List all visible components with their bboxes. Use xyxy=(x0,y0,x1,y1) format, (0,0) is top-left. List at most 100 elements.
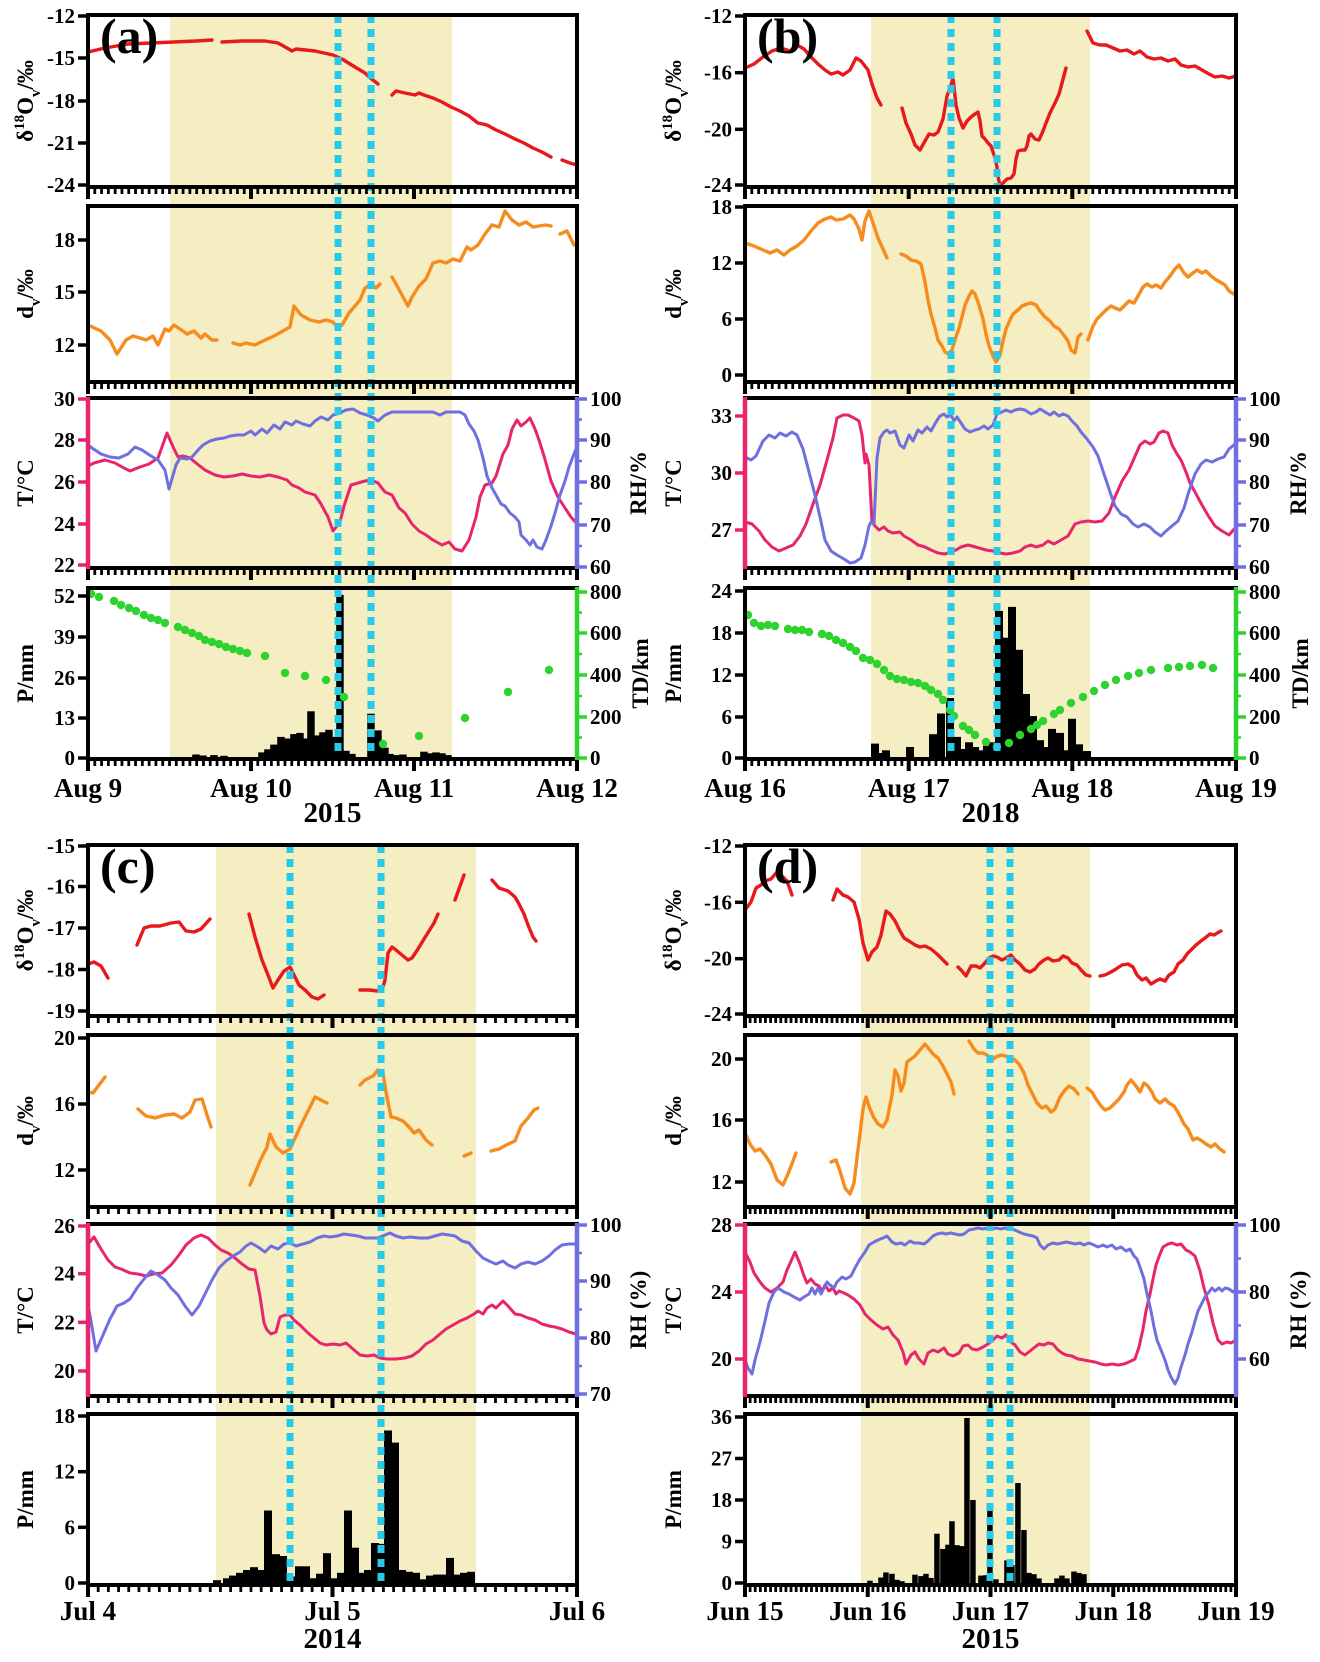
svg-text:26: 26 xyxy=(54,470,75,494)
svg-text:18: 18 xyxy=(54,1404,75,1428)
svg-text:Aug 11: Aug 11 xyxy=(374,773,454,803)
svg-text:Jun 17: Jun 17 xyxy=(952,1596,1029,1626)
svg-text:100: 100 xyxy=(590,1213,622,1237)
svg-text:2015: 2015 xyxy=(304,797,362,829)
svg-text:-16: -16 xyxy=(704,890,732,914)
svg-text:Aug 16: Aug 16 xyxy=(704,773,786,803)
svg-text:30: 30 xyxy=(54,387,75,411)
svg-text:(c): (c) xyxy=(100,838,156,894)
svg-text:-24: -24 xyxy=(47,173,75,197)
svg-text:RH (%): RH (%) xyxy=(1286,1271,1311,1350)
svg-text:Aug 9: Aug 9 xyxy=(54,773,122,803)
svg-text:TD/km: TD/km xyxy=(628,638,653,708)
svg-text:600: 600 xyxy=(1249,621,1281,645)
svg-text:20: 20 xyxy=(54,1359,75,1383)
svg-text:18: 18 xyxy=(711,195,732,219)
svg-text:TD/km: TD/km xyxy=(1288,638,1313,708)
svg-text:20: 20 xyxy=(54,1026,75,1050)
svg-text:24: 24 xyxy=(54,1262,76,1286)
svg-text:26: 26 xyxy=(54,1214,75,1238)
svg-text:13: 13 xyxy=(54,706,75,730)
svg-text:20: 20 xyxy=(711,1347,732,1371)
svg-text:-18: -18 xyxy=(47,958,75,982)
svg-text:28: 28 xyxy=(711,1213,732,1237)
svg-text:18: 18 xyxy=(711,1488,732,1512)
svg-text:60: 60 xyxy=(1249,1347,1270,1371)
svg-text:24: 24 xyxy=(711,579,733,603)
svg-text:33: 33 xyxy=(711,404,732,428)
svg-text:0: 0 xyxy=(1249,746,1260,770)
svg-text:600: 600 xyxy=(590,621,622,645)
svg-text:0: 0 xyxy=(722,363,733,387)
svg-text:2015: 2015 xyxy=(962,1623,1020,1655)
svg-text:P/mm: P/mm xyxy=(13,644,38,703)
svg-text:60: 60 xyxy=(590,555,611,579)
svg-text:100: 100 xyxy=(1249,387,1281,411)
svg-text:6: 6 xyxy=(722,705,733,729)
svg-text:12: 12 xyxy=(54,1158,75,1182)
svg-text:-20: -20 xyxy=(704,947,732,971)
svg-text:(b): (b) xyxy=(757,8,818,64)
svg-text:90: 90 xyxy=(1249,428,1270,452)
svg-text:26: 26 xyxy=(54,666,75,690)
svg-text:-16: -16 xyxy=(47,875,75,899)
svg-text:12: 12 xyxy=(711,1170,732,1194)
svg-text:-12: -12 xyxy=(704,834,732,858)
svg-text:0: 0 xyxy=(722,1571,733,1595)
svg-text:Jul 5: Jul 5 xyxy=(304,1596,360,1626)
svg-text:-24: -24 xyxy=(704,1002,732,1026)
svg-text:-18: -18 xyxy=(47,89,75,113)
svg-text:6: 6 xyxy=(722,307,733,331)
svg-text:100: 100 xyxy=(590,387,622,411)
svg-text:Jun 18: Jun 18 xyxy=(1075,1596,1152,1626)
svg-text:800: 800 xyxy=(590,580,622,604)
svg-text:(d): (d) xyxy=(757,838,818,894)
svg-text:RH/%: RH/% xyxy=(626,451,651,515)
svg-text:27: 27 xyxy=(711,1447,732,1471)
svg-text:22: 22 xyxy=(54,1310,75,1334)
svg-text:18: 18 xyxy=(54,228,75,252)
svg-text:400: 400 xyxy=(1249,663,1281,687)
svg-text:30: 30 xyxy=(711,461,732,485)
svg-text:12: 12 xyxy=(711,251,732,275)
svg-text:80: 80 xyxy=(1249,470,1270,494)
svg-text:39: 39 xyxy=(54,625,75,649)
svg-text:T/°C: T/°C xyxy=(13,459,38,507)
svg-text:28: 28 xyxy=(54,428,75,452)
svg-text:22: 22 xyxy=(54,553,75,577)
svg-text:δ18Ov/‰: δ18Ov/‰ xyxy=(12,60,44,142)
svg-text:Aug 12: Aug 12 xyxy=(536,773,618,803)
svg-text:52: 52 xyxy=(54,584,75,608)
svg-text:-15: -15 xyxy=(47,834,75,858)
svg-text:24: 24 xyxy=(54,512,76,536)
svg-text:P/mm: P/mm xyxy=(13,1470,38,1529)
svg-text:6: 6 xyxy=(65,1515,76,1539)
svg-text:-12: -12 xyxy=(704,4,732,28)
svg-text:18: 18 xyxy=(711,621,732,645)
svg-text:16: 16 xyxy=(711,1108,732,1132)
svg-text:Aug 17: Aug 17 xyxy=(868,773,950,803)
svg-text:12: 12 xyxy=(54,333,75,357)
svg-text:200: 200 xyxy=(1249,705,1281,729)
svg-text:Jul 6: Jul 6 xyxy=(549,1596,605,1626)
svg-text:RH/%: RH/% xyxy=(1286,451,1311,515)
svg-text:2014: 2014 xyxy=(304,1623,362,1655)
svg-text:P/mm: P/mm xyxy=(661,644,686,703)
svg-text:20: 20 xyxy=(711,1047,732,1071)
svg-text:(a): (a) xyxy=(100,8,158,64)
svg-text:Jun 19: Jun 19 xyxy=(1197,1596,1274,1626)
svg-text:2018: 2018 xyxy=(962,797,1020,829)
svg-text:15: 15 xyxy=(54,280,75,304)
svg-text:Jun 16: Jun 16 xyxy=(829,1596,906,1626)
svg-text:70: 70 xyxy=(1249,513,1270,537)
svg-text:0: 0 xyxy=(65,1571,76,1595)
svg-text:16: 16 xyxy=(54,1092,75,1116)
svg-text:70: 70 xyxy=(590,1382,611,1406)
svg-text:9: 9 xyxy=(722,1530,733,1554)
svg-text:24: 24 xyxy=(711,1280,733,1304)
svg-text:-16: -16 xyxy=(704,61,732,85)
svg-text:90: 90 xyxy=(590,428,611,452)
svg-text:-21: -21 xyxy=(47,131,75,155)
svg-text:-15: -15 xyxy=(47,46,75,70)
svg-text:12: 12 xyxy=(711,663,732,687)
